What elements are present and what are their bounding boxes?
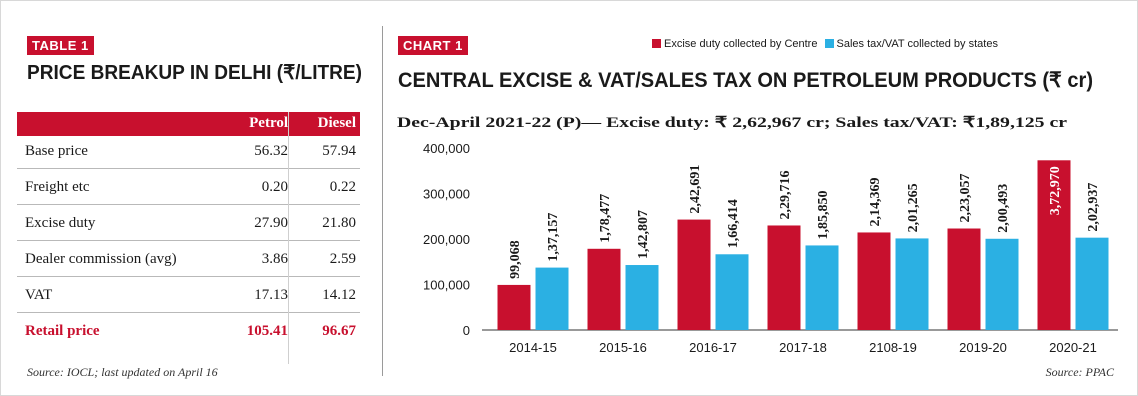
x-tick-label: 2014-15 (509, 340, 557, 355)
x-tick-label: 2015-16 (599, 340, 647, 355)
chart-subtitle: Dec-April 2021-22 (P)— Excise duty: ₹ 2,… (397, 115, 1067, 131)
bar-vat (895, 238, 929, 330)
diesel-value: 2.59 (329, 251, 356, 267)
table-row: Freight etc 0.20 0.22 (17, 172, 360, 205)
petrol-value: 105.41 (246, 323, 288, 339)
column-header-diesel: Diesel (317, 115, 356, 131)
petrol-value: 17.13 (254, 287, 288, 303)
row-label: Base price (25, 143, 88, 159)
diesel-value: 96.67 (322, 323, 356, 339)
bar-excise (947, 228, 981, 330)
table-header: Petrol Diesel (17, 112, 360, 136)
table-row: VAT 17.13 14.12 (17, 280, 360, 313)
y-tick-label: 100,000 (423, 278, 470, 293)
legend-swatch-vat (824, 39, 834, 48)
column-header-petrol: Petrol (249, 115, 288, 131)
x-tick-label: 2108-19 (869, 340, 917, 355)
bar-vat (1075, 237, 1109, 330)
bar-excise (1037, 160, 1071, 330)
row-label: VAT (25, 287, 53, 303)
chart-source: Source: PPAC (1045, 365, 1114, 379)
data-label: 1,66,414 (726, 199, 741, 248)
data-label: 2,01,265 (906, 183, 921, 232)
data-label: 2,00,493 (996, 184, 1011, 233)
bar-excise (857, 232, 891, 330)
row-label: Retail price (25, 323, 100, 339)
chart-tag: CHART 1 (398, 36, 468, 55)
petrol-value: 0.20 (261, 179, 288, 195)
bar-excise (677, 219, 711, 330)
data-label: 1,37,157 (546, 213, 561, 262)
petrol-value: 27.90 (254, 215, 288, 231)
data-label: 1,78,477 (598, 194, 613, 243)
bar-excise (587, 248, 621, 330)
chart-legend: Excise duty collected by Centre Sales ta… (652, 38, 998, 50)
panel-divider (382, 26, 383, 376)
diesel-value: 0.22 (329, 179, 356, 195)
diesel-value: 14.12 (322, 287, 356, 303)
y-tick-label: 400,000 (423, 141, 470, 156)
row-label: Excise duty (25, 215, 96, 231)
legend-swatch-excise (652, 39, 661, 48)
data-label: 2,29,716 (778, 170, 793, 219)
bar-excise (767, 225, 801, 330)
x-tick-label: 2020-21 (1049, 340, 1097, 355)
petrol-value: 3.86 (261, 251, 288, 267)
diesel-value: 57.94 (322, 143, 356, 159)
data-label: 99,068 (508, 240, 523, 279)
data-label: 2,42,691 (688, 165, 703, 214)
diesel-value: 21.80 (322, 215, 356, 231)
bar-vat (805, 245, 839, 330)
x-tick-label: 2019-20 (959, 340, 1007, 355)
y-tick-label: 200,000 (423, 232, 470, 247)
data-label: 3,72,970 (1048, 166, 1063, 215)
x-tick-label: 2016-17 (689, 340, 737, 355)
table-row: Excise duty 27.90 21.80 (17, 208, 360, 241)
row-label: Dealer commission (avg) (25, 251, 177, 267)
table-column-separator (288, 112, 289, 364)
x-tick-label: 2017-18 (779, 340, 827, 355)
bar-vat (715, 254, 749, 330)
table-row-total: Retail price 105.41 96.67 (17, 316, 360, 348)
data-label: 1,42,807 (636, 210, 651, 259)
chart-title: CENTRAL EXCISE & VAT/SALES TAX ON PETROL… (398, 69, 1093, 92)
data-label: 2,23,057 (958, 174, 973, 223)
table-row: Base price 56.32 57.94 (17, 136, 360, 169)
table-row: Dealer commission (avg) 3.86 2.59 (17, 244, 360, 277)
data-label: 1,85,850 (816, 190, 831, 239)
row-label: Freight etc (25, 179, 90, 195)
bar-vat (535, 267, 569, 330)
legend-label-vat: Sales tax/VAT collected by states (836, 38, 998, 50)
legend-label-excise: Excise duty collected by Centre (664, 38, 818, 50)
petrol-value: 56.32 (254, 143, 288, 159)
bar-vat (985, 238, 1019, 330)
table-source: Source: IOCL; last updated on April 16 (27, 365, 218, 379)
table-tag: TABLE 1 (27, 36, 94, 55)
y-tick-label: 0 (463, 323, 470, 338)
table-title: PRICE BREAKUP IN DELHI (₹/LITRE) (27, 62, 362, 84)
bar-vat (625, 265, 659, 330)
y-tick-label: 300,000 (423, 187, 470, 202)
data-label: 2,02,937 (1086, 183, 1101, 232)
data-label: 2,14,369 (868, 177, 883, 226)
bar-excise (497, 284, 531, 330)
